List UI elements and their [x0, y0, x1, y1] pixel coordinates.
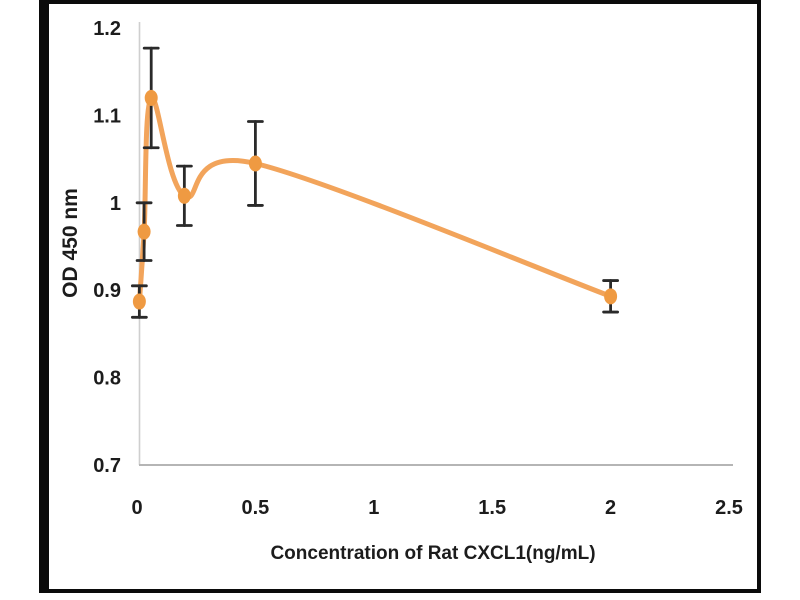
data-point-marker — [604, 288, 618, 305]
x-tick-label: 0 — [131, 497, 142, 519]
axes — [138, 22, 733, 466]
data-point-marker — [137, 223, 151, 240]
x-tick-label: 1 — [368, 497, 379, 519]
y-tick-label: 1.1 — [93, 105, 121, 127]
data-point-marker — [132, 293, 146, 310]
data-series — [130, 46, 619, 319]
photo-border-right — [757, 0, 761, 593]
x-tick-label: 2.5 — [715, 497, 743, 519]
x-tick-label: 0.5 — [241, 497, 269, 519]
photo-border-bottom — [39, 589, 761, 593]
data-point-marker — [144, 89, 158, 106]
y-tick-label: 1.2 — [93, 18, 121, 40]
y-tick-label: 0.8 — [93, 368, 121, 390]
data-point-marker — [248, 155, 262, 172]
data-point-marker — [177, 187, 191, 204]
x-tick-label: 1.5 — [478, 497, 506, 519]
y-tick-label: 0.9 — [93, 280, 121, 302]
series-line — [136, 95, 614, 305]
photo-border-left — [39, 0, 49, 593]
y-tick-label: 0.7 — [93, 455, 121, 477]
photo-border-top — [39, 0, 761, 4]
tick-labels: 0.7 0.8 0.9 1 1.1 1.2 0 0.5 1 1.5 2 2.5 — [93, 18, 743, 519]
x-tick-label: 2 — [605, 497, 616, 519]
photo-frame — [39, 0, 761, 593]
y-tick-label: 1 — [110, 193, 121, 215]
y-axis-title: OD 450 nm — [59, 188, 82, 298]
x-axis-title: Concentration of Rat CXCL1(ng/mL) — [270, 543, 595, 564]
